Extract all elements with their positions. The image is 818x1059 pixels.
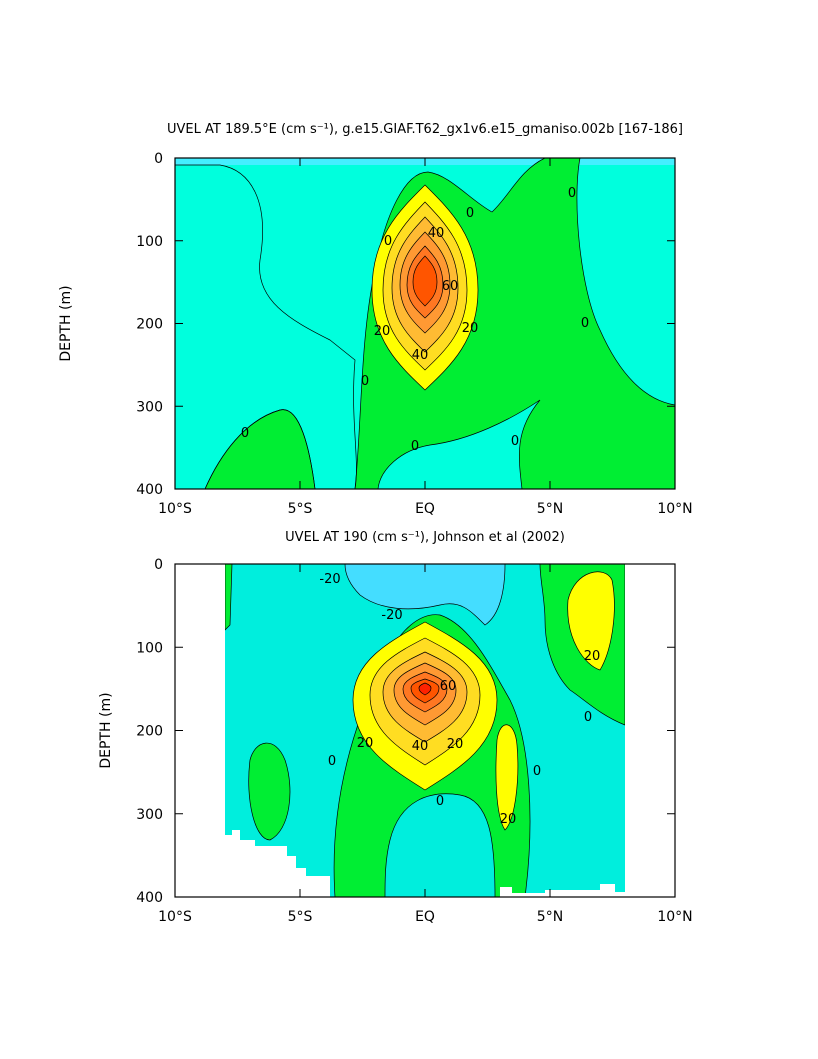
contour-label: 0 bbox=[466, 206, 474, 221]
contour-label: -20 bbox=[381, 608, 402, 623]
field bbox=[500, 884, 625, 897]
contour-label: 60 bbox=[442, 279, 459, 294]
contour-label: 0 bbox=[511, 434, 519, 449]
contour-label: 0 bbox=[361, 374, 369, 389]
y-axis-label: DEPTH (m) bbox=[98, 692, 114, 768]
y-axis-label: DEPTH (m) bbox=[58, 285, 74, 361]
field bbox=[225, 564, 233, 631]
contour-label: 0 bbox=[581, 316, 589, 331]
x-tick-label: 5°S bbox=[288, 909, 313, 925]
x-tick-label: 5°N bbox=[537, 501, 563, 517]
contour-label: 40 bbox=[428, 226, 445, 241]
y-tick-label: 300 bbox=[136, 807, 163, 823]
field bbox=[344, 564, 506, 626]
chart-title: UVEL AT 190 (cm s⁻¹), Johnson et al (200… bbox=[285, 530, 565, 545]
contour-label: 20 bbox=[584, 649, 601, 664]
x-tick-label: 10°N bbox=[657, 909, 692, 925]
field bbox=[225, 830, 330, 897]
y-tick-label: 0 bbox=[154, 557, 163, 573]
y-tick-label: 400 bbox=[136, 482, 163, 498]
field bbox=[175, 164, 357, 489]
contour-label: 20 bbox=[447, 737, 464, 752]
contour-label: 0 bbox=[384, 234, 392, 249]
field bbox=[418, 682, 432, 696]
contour-label: 0 bbox=[533, 764, 541, 779]
contour-label: 0 bbox=[436, 794, 444, 809]
chart-title: UVEL AT 189.5°E (cm s⁻¹), g.e15.GIAF.T62… bbox=[167, 122, 683, 137]
x-tick-label: 5°N bbox=[537, 909, 563, 925]
field bbox=[495, 724, 519, 831]
x-tick-label: EQ bbox=[415, 501, 435, 517]
contour-field bbox=[225, 564, 625, 897]
y-tick-label: 100 bbox=[136, 640, 163, 656]
x-tick-label: EQ bbox=[415, 909, 435, 925]
y-tick-label: 300 bbox=[136, 399, 163, 415]
contour-label: 20 bbox=[374, 324, 391, 339]
y-tick-label: 200 bbox=[136, 317, 163, 333]
contour-label: 0 bbox=[411, 439, 419, 454]
contour-field bbox=[175, 158, 675, 489]
field bbox=[567, 571, 615, 671]
contour-label: 0 bbox=[568, 186, 576, 201]
y-tick-label: 200 bbox=[136, 724, 163, 740]
contour-label: 0 bbox=[584, 710, 592, 725]
contour-label: 20 bbox=[462, 321, 479, 336]
contour-label: 0 bbox=[241, 426, 249, 441]
contour-label: 20 bbox=[500, 812, 517, 827]
x-tick-label: 10°S bbox=[158, 909, 192, 925]
contour-label: -20 bbox=[319, 572, 340, 587]
contour-label: 60 bbox=[440, 679, 457, 694]
x-tick-label: 5°S bbox=[288, 501, 313, 517]
y-tick-label: 100 bbox=[136, 234, 163, 250]
y-tick-label: 400 bbox=[136, 890, 163, 906]
field bbox=[248, 742, 291, 841]
contour-label: 40 bbox=[412, 739, 429, 754]
x-tick-label: 10°N bbox=[657, 501, 692, 517]
contour-label: 0 bbox=[328, 754, 336, 769]
contour-label: 40 bbox=[412, 348, 429, 363]
y-tick-label: 0 bbox=[154, 151, 163, 167]
field bbox=[412, 255, 438, 307]
x-tick-label: 10°S bbox=[158, 501, 192, 517]
contour-label: 20 bbox=[357, 736, 374, 751]
